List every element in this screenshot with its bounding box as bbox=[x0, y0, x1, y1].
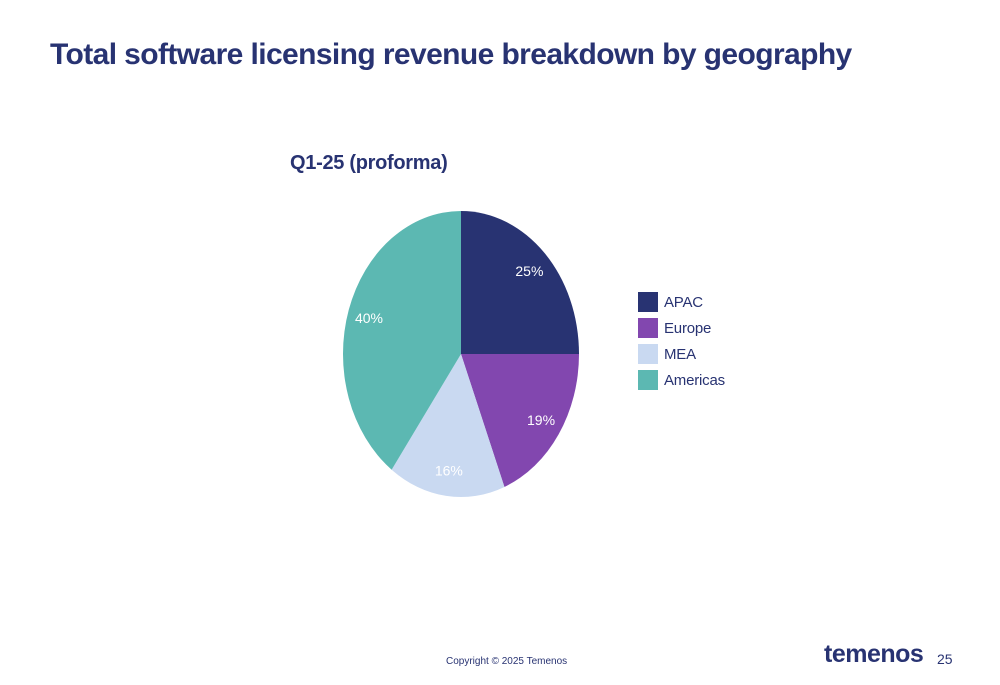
pie-slice-apac bbox=[461, 211, 579, 354]
pie-labels: 25% 19% 16% 40% bbox=[355, 263, 555, 478]
slice-label-americas: 40% bbox=[355, 310, 383, 326]
legend-label-americas: Americas bbox=[664, 371, 725, 389]
legend-label-europe: Europe bbox=[664, 319, 712, 337]
footer-copyright: Copyright © 2025 Temenos bbox=[446, 656, 568, 667]
slice-label-apac: 25% bbox=[515, 263, 543, 279]
chart-legend: APAC Europe MEA Americas bbox=[638, 292, 725, 396]
legend-swatch-apac bbox=[638, 292, 658, 312]
pie-slice-americas bbox=[342, 210, 461, 470]
temenos-logo: temenos bbox=[824, 640, 924, 668]
legend-swatch-americas bbox=[638, 370, 658, 390]
slice-label-mea: 16% bbox=[435, 462, 463, 478]
legend-item-apac: APAC bbox=[638, 292, 725, 312]
slide-title: Total software licensing revenue breakdo… bbox=[50, 38, 852, 71]
pie-slices bbox=[342, 210, 579, 498]
legend-label-mea: MEA bbox=[664, 345, 696, 363]
chart-title: Q1-25 (proforma) bbox=[290, 152, 448, 174]
pie-slice-mea bbox=[391, 354, 505, 498]
legend-swatch-europe bbox=[638, 318, 658, 338]
page-number: 25 bbox=[937, 651, 953, 667]
legend-item-mea: MEA bbox=[638, 344, 725, 364]
legend-item-americas: Americas bbox=[638, 370, 725, 390]
legend-item-europe: Europe bbox=[638, 318, 725, 338]
legend-swatch-mea bbox=[638, 344, 658, 364]
pie-slice-europe bbox=[461, 354, 579, 487]
slice-label-europe: 19% bbox=[527, 412, 555, 428]
legend-label-apac: APAC bbox=[664, 293, 703, 311]
